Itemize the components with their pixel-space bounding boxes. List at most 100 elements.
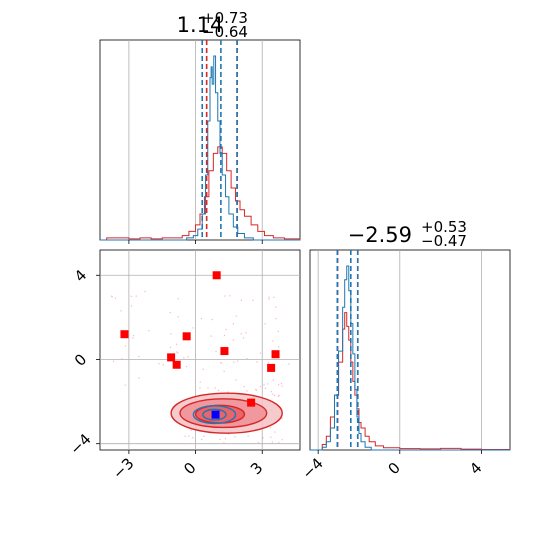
- red-square-marker-5: [220, 347, 229, 356]
- sample-point: [203, 435, 205, 437]
- param2-title: −2.59: [348, 223, 412, 247]
- sample-point: [175, 343, 178, 345]
- series-blue-histogram-param1: [100, 55, 300, 241]
- sample-point: [112, 360, 115, 362]
- sample-point: [169, 311, 171, 314]
- sample-point: [278, 394, 280, 396]
- param2-x-tick-label-2: 4: [466, 459, 485, 478]
- sample-point: [278, 346, 280, 348]
- sample-point: [234, 436, 236, 438]
- sample-point: [257, 442, 260, 444]
- sample-point: [214, 387, 216, 389]
- sample-point: [184, 443, 187, 445]
- panel-param2-histogram: −4 0 4 −2.59 +0.53 −0.47: [298, 218, 511, 483]
- panel-param2-quantile-lines: [336, 250, 359, 450]
- sample-point: [124, 345, 127, 347]
- sample-point: [268, 296, 270, 299]
- sample-point: [158, 363, 160, 365]
- panel-2d-contours: [170, 392, 283, 434]
- red-square-marker-4: [172, 360, 181, 369]
- sample-point: [200, 318, 203, 320]
- red-square-marker-2: [182, 332, 191, 341]
- sample-point: [138, 377, 140, 379]
- sample-point: [227, 391, 229, 393]
- param2-title-upper: +0.53: [421, 218, 467, 236]
- panel-param1-quantile-lines: [201, 40, 238, 240]
- sample-point: [281, 385, 283, 387]
- sample-point: [111, 296, 113, 298]
- sample-point: [184, 435, 186, 437]
- panel-param2-frame: [309, 249, 511, 451]
- sample-point: [275, 318, 277, 320]
- sample-point: [288, 363, 290, 365]
- param1-x-tick-label-0: −3: [109, 454, 137, 482]
- sample-point: [223, 442, 225, 444]
- sample-point: [270, 391, 272, 393]
- sample-point: [246, 358, 248, 360]
- panel-2d-y-ticks: −4 0 4: [66, 266, 100, 458]
- param2-x-tick-label-0: −4: [298, 454, 326, 482]
- panel-param2-grid: [317, 250, 482, 450]
- sample-point: [170, 333, 172, 335]
- sample-point: [211, 318, 213, 321]
- sample-point: [240, 333, 242, 335]
- panel-2d-markers: [120, 271, 280, 419]
- sample-point: [280, 382, 283, 385]
- sample-point: [267, 383, 269, 385]
- sample-point: [278, 442, 280, 444]
- sample-point: [264, 323, 266, 325]
- sample-point: [223, 334, 226, 336]
- sample-point: [232, 323, 235, 325]
- sample-point: [215, 350, 217, 352]
- param1-x-tick-label-2: 3: [247, 459, 266, 478]
- red-square-marker-7: [267, 363, 276, 372]
- param2-x-tick-label-1: 0: [385, 459, 404, 478]
- sample-point: [177, 298, 179, 300]
- sample-point: [201, 438, 203, 441]
- sample-point: [186, 366, 188, 368]
- series-red-histogram-param2: [310, 312, 511, 451]
- sample-point: [188, 435, 190, 437]
- red-square-marker-3: [167, 353, 176, 362]
- red-square-marker-6: [271, 350, 280, 359]
- sample-point: [202, 368, 204, 370]
- sample-point: [247, 435, 249, 437]
- sample-point: [132, 335, 135, 337]
- sample-point: [225, 328, 227, 331]
- sample-point: [273, 394, 276, 397]
- red-square-marker-8: [247, 398, 256, 407]
- red-square-marker-1: [120, 330, 129, 339]
- sample-point: [272, 393, 274, 395]
- sample-point: [223, 370, 225, 372]
- sample-point: [177, 316, 179, 318]
- sample-point: [235, 379, 237, 381]
- sample-point: [130, 305, 133, 307]
- sample-point: [148, 330, 150, 332]
- sample-point: [281, 417, 283, 420]
- sample-point: [255, 388, 257, 391]
- sample-point: [264, 387, 267, 389]
- series-blue-histogram-param2: [310, 265, 510, 451]
- sample-point: [278, 384, 280, 386]
- sample-point: [224, 295, 226, 297]
- sample-point: [169, 346, 172, 349]
- sample-point: [232, 339, 234, 341]
- sample-point: [233, 361, 235, 363]
- sample-point: [210, 335, 212, 337]
- sample-point: [235, 315, 237, 317]
- panel-param1-histogram: 1.14 +0.73 −0.64: [99, 9, 301, 244]
- sample-point: [199, 387, 201, 389]
- param2-y-tick-label-1: 0: [71, 350, 90, 369]
- param2-y-tick-label-2: 4: [71, 266, 90, 285]
- sample-point: [138, 355, 140, 358]
- sample-point: [263, 384, 265, 386]
- sample-point: [176, 351, 178, 353]
- sample-point: [243, 385, 245, 388]
- sample-point: [220, 362, 222, 364]
- sample-point: [246, 390, 248, 392]
- sample-point: [114, 297, 117, 299]
- param2-title-value: −2.59: [348, 223, 412, 247]
- sample-point: [219, 438, 221, 441]
- sample-point: [207, 387, 209, 389]
- sample-point: [252, 299, 254, 301]
